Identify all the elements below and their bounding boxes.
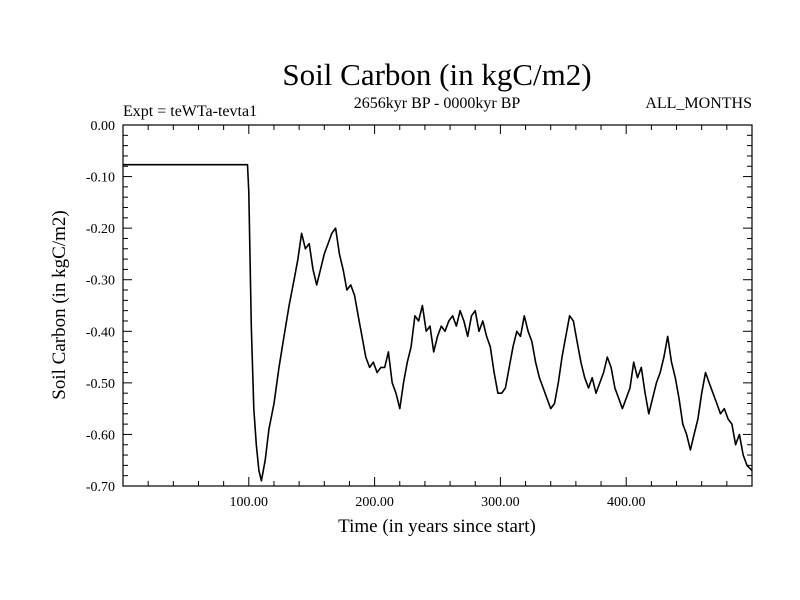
chart-title: Soil Carbon (in kgC/m2) bbox=[282, 57, 591, 92]
months-label: ALL_MONTHS bbox=[645, 95, 752, 112]
chart-subtitle: 2656kyr BP - 0000kyr BP bbox=[354, 95, 521, 112]
axis-tick-labels: 100.00 200.00 300.00 400.00 0.00 -0.10 -0.20 -0… bbox=[86, 119, 646, 510]
x-tick-label: 200.00 bbox=[355, 495, 394, 510]
soil-carbon-series-line bbox=[123, 163, 753, 482]
y-axis-label: Soil Carbon (in kgC/m2) bbox=[49, 210, 70, 399]
y-tick-label: -0.60 bbox=[86, 428, 115, 443]
y-tick-label: -0.70 bbox=[86, 480, 115, 495]
experiment-label: Expt = teWTa-tevta1 bbox=[123, 103, 257, 120]
axis-ticks bbox=[123, 125, 752, 486]
y-tick-label: -0.50 bbox=[86, 377, 115, 392]
x-tick-label: 100.00 bbox=[230, 495, 269, 510]
plot-frame bbox=[122, 124, 753, 487]
y-tick-label: -0.20 bbox=[86, 222, 115, 237]
y-tick-label: -0.10 bbox=[86, 171, 115, 186]
x-tick-label: 300.00 bbox=[481, 495, 520, 510]
y-tick-label: -0.30 bbox=[86, 274, 115, 289]
y-tick-label: -0.40 bbox=[86, 325, 115, 340]
x-tick-label: 400.00 bbox=[607, 495, 646, 510]
y-tick-label: 0.00 bbox=[91, 119, 116, 134]
x-axis-label: Time (in years since start) bbox=[338, 516, 536, 537]
